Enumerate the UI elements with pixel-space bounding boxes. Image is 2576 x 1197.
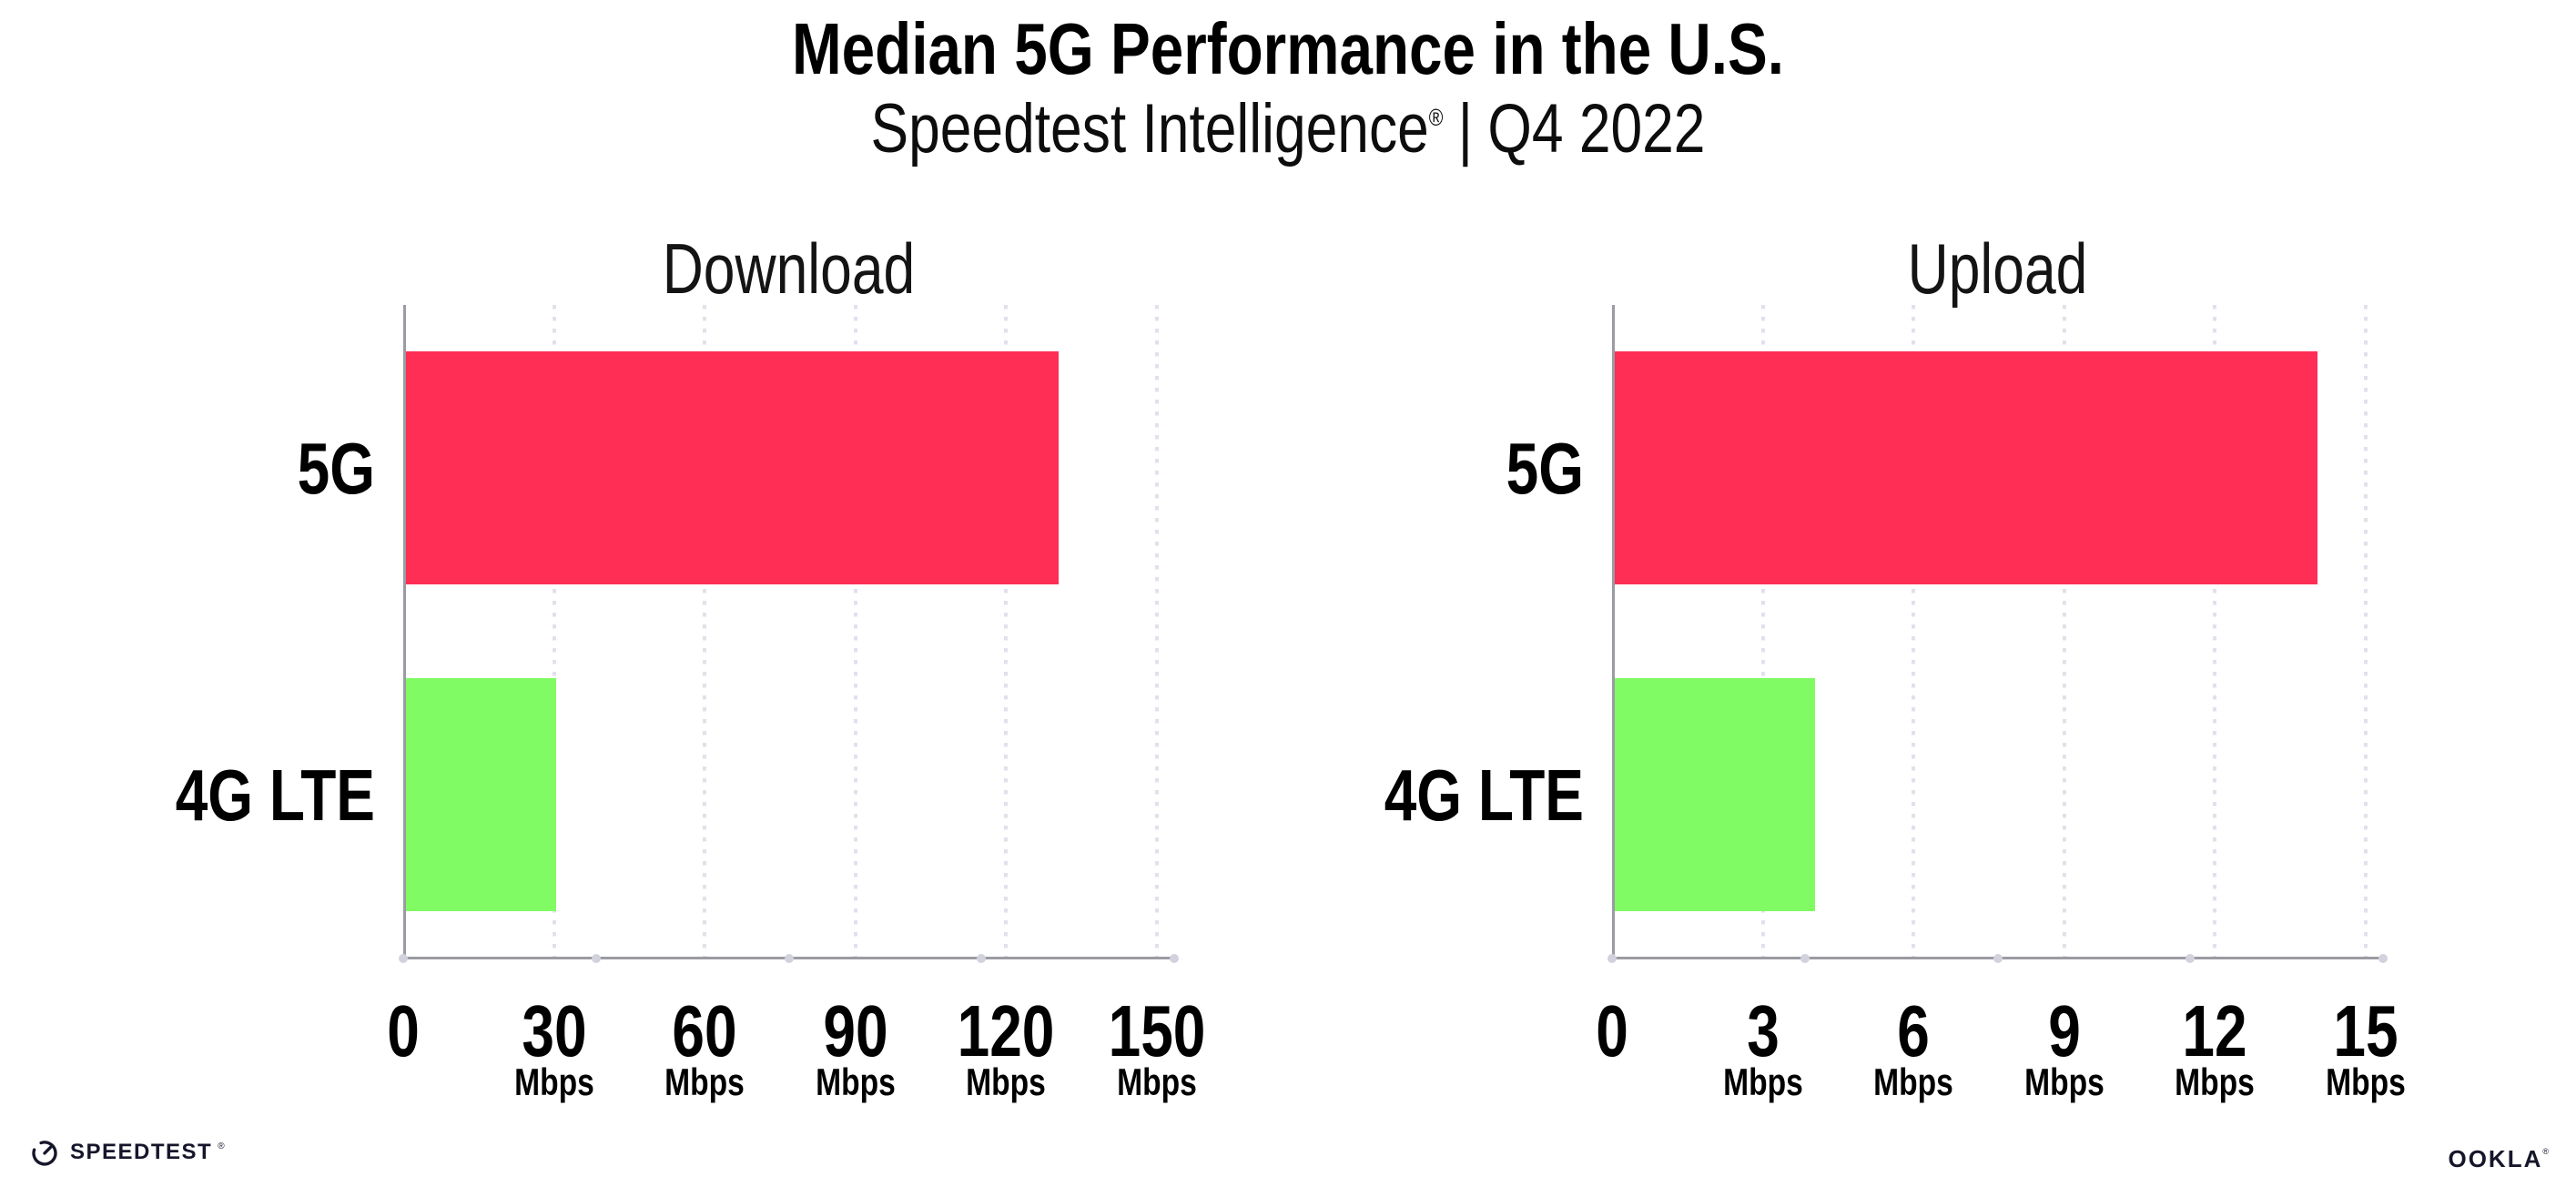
speedtest-logo: SPEEDTEST ®: [30, 1138, 230, 1167]
x-tick-label: 3: [1746, 990, 1780, 1071]
gridline: [1760, 305, 1765, 959]
registered-trademark-icon: ®: [1428, 106, 1444, 132]
category-label-5g: 5G: [1506, 427, 1584, 509]
gridline: [552, 305, 556, 959]
x-tick-label: 6: [1897, 990, 1930, 1071]
bar-5g: [1614, 351, 2317, 584]
bar-4g-lte: [405, 678, 556, 911]
x-tick-label: 0: [387, 990, 420, 1071]
gridline: [2062, 305, 2066, 959]
upload-chart: Upload 5G 4G LTE 0 3 Mbps 6 Mbps 9 Mbps 12 Mbps 15 Mb…: [1330, 218, 2440, 1138]
x-tick-unit-label: Mbps: [1722, 1060, 1803, 1103]
x-tick-unit-label: Mbps: [815, 1060, 896, 1103]
axis-tick-dot: [1993, 954, 2003, 963]
speedtest-registered-icon: ®: [218, 1141, 225, 1151]
ookla-registered-icon: ®: [2542, 1146, 2549, 1156]
axis-tick-dot: [784, 954, 794, 963]
x-tick-label: 30: [522, 990, 587, 1071]
x-tick-unit-label: Mbps: [2023, 1060, 2104, 1103]
subtitle-separator: |: [1457, 90, 1473, 167]
gridline: [2213, 305, 2217, 959]
chart-title: Download: [662, 228, 916, 309]
axis-tick-dot: [2378, 954, 2388, 963]
category-label-5g: 5G: [297, 427, 375, 509]
x-tick-label: 150: [1108, 990, 1206, 1071]
x-tick-label: 120: [957, 990, 1055, 1071]
chart-title: Upload: [1907, 228, 2088, 309]
axis-tick-dot: [977, 954, 987, 963]
x-tick-unit-label: Mbps: [1873, 1060, 1954, 1103]
speedtest-gauge-icon: [32, 1141, 57, 1166]
x-tick-unit-label: Mbps: [2326, 1060, 2406, 1103]
axis-tick-dot: [591, 954, 601, 963]
page-subtitle: Speedtest Intelligence® | Q4 2022: [232, 89, 2345, 168]
bar-5g: [405, 351, 1059, 584]
category-label-4g-lte: 4G LTE: [175, 754, 375, 836]
axis-tick-dot: [1800, 954, 1810, 963]
gridline: [703, 305, 707, 959]
ookla-logo: OOKLA®: [2448, 1145, 2549, 1173]
gridline: [1912, 305, 1916, 959]
gridline: [1004, 305, 1009, 959]
ookla-wordmark: OOKLA: [2448, 1145, 2543, 1172]
axis-tick-dot: [1170, 954, 1179, 963]
category-label-4g-lte: 4G LTE: [1384, 754, 1584, 836]
gridline: [1155, 305, 1159, 959]
y-axis-line: [403, 305, 406, 959]
gridline: [853, 305, 857, 959]
x-tick-label: 90: [823, 990, 888, 1071]
axis-tick-dot: [2186, 954, 2196, 963]
x-tick-label: 9: [2047, 990, 2081, 1071]
axis-tick-dot: [399, 954, 408, 963]
gridline: [2364, 305, 2368, 959]
subtitle-brand: Speedtest Intelligence: [870, 90, 1429, 167]
page-title: Median 5G Performance in the U.S.: [792, 8, 1784, 89]
plot-area: [1607, 305, 2388, 963]
x-tick-label: 0: [1596, 990, 1628, 1071]
x-tick-unit-label: Mbps: [2175, 1060, 2256, 1103]
x-tick-unit-label: Mbps: [966, 1060, 1047, 1103]
plot-area: [399, 305, 1179, 963]
download-chart: Download 5G 4G LTE 0 30 Mbps 60 Mbps 90 Mbps 120 Mb…: [121, 218, 1232, 1138]
x-tick-unit-label: Mbps: [664, 1060, 745, 1103]
axis-tick-dot: [1607, 954, 1617, 963]
speedtest-wordmark: SPEEDTEST: [70, 1140, 213, 1164]
x-tick-label: 12: [2182, 990, 2247, 1071]
bar-4g-lte: [1614, 678, 1815, 911]
x-tick-label: 60: [672, 990, 737, 1071]
x-tick-unit-label: Mbps: [513, 1060, 594, 1103]
y-axis-line: [1612, 305, 1615, 959]
subtitle-period: Q4 2022: [1487, 90, 1706, 167]
x-tick-label: 15: [2333, 990, 2399, 1071]
x-tick-unit-label: Mbps: [1117, 1060, 1197, 1103]
